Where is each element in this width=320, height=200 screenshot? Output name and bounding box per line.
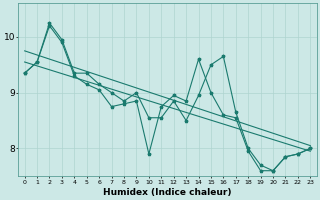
X-axis label: Humidex (Indice chaleur): Humidex (Indice chaleur) — [103, 188, 232, 197]
